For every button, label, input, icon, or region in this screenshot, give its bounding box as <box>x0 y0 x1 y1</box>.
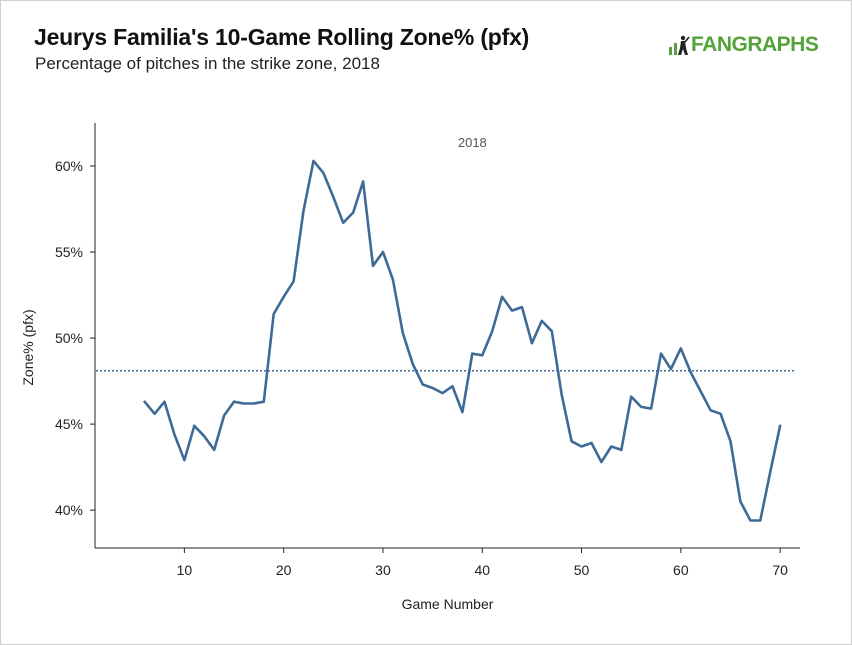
x-axis-label: Game Number <box>402 596 494 612</box>
y-axis-label: Zone% (pfx) <box>20 309 36 385</box>
rolling-zone-rate-line <box>143 159 782 522</box>
x-tick-label: 40 <box>474 562 490 578</box>
chart-subtitle: Percentage of pitches in the strike zone… <box>35 54 380 73</box>
y-tick-label: 40% <box>55 502 83 518</box>
x-tick-label: 70 <box>772 562 788 578</box>
fangraphs-logo: FANGRAPHS <box>668 33 819 57</box>
x-tick-label: 30 <box>375 562 391 578</box>
x-tick-label: 50 <box>574 562 590 578</box>
y-tick-label: 60% <box>55 158 83 174</box>
fangraphs-logo-text: FANGRAPHS <box>691 33 819 56</box>
fangraphs-logo-icon <box>669 35 690 55</box>
y-tick-label: 55% <box>55 244 83 260</box>
y-tick-label: 45% <box>55 416 83 432</box>
chart-title: Jeurys Familia's 10-Game Rolling Zone% (… <box>34 24 530 50</box>
x-tick-label: 20 <box>276 562 292 578</box>
x-tick-label: 60 <box>673 562 689 578</box>
y-tick-label: 50% <box>55 330 83 346</box>
x-tick-label: 10 <box>177 562 193 578</box>
year-annotation: 2018 <box>458 135 487 150</box>
